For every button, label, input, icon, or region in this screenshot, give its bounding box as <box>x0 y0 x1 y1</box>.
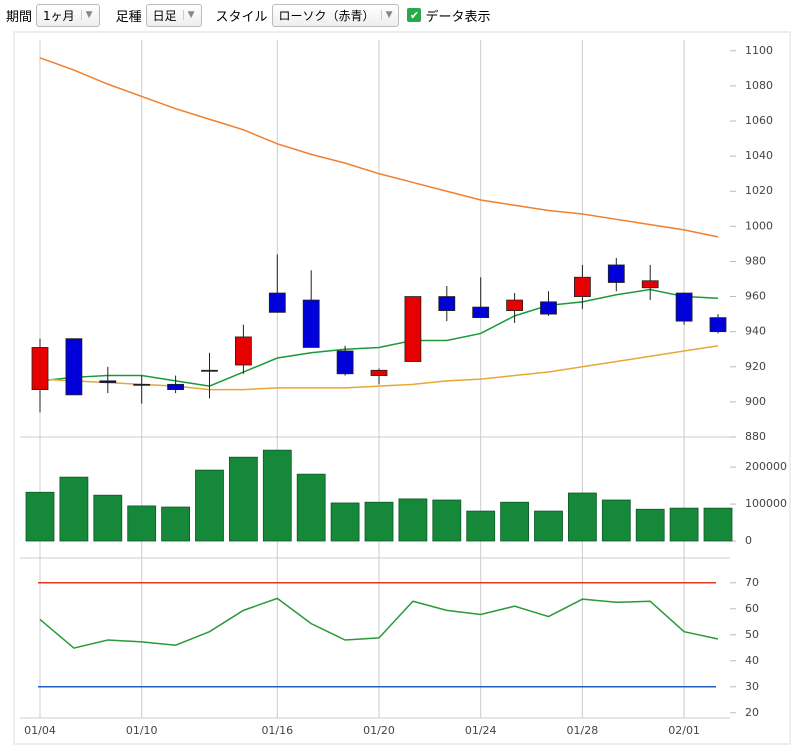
candle-body <box>709 317 727 333</box>
candle-body <box>99 380 117 383</box>
volume-bar <box>195 469 224 542</box>
candle-body <box>540 301 557 315</box>
candle-body <box>201 369 218 372</box>
y-tick-label: 920 <box>745 360 766 373</box>
candle-body <box>438 296 456 311</box>
moving-average <box>39 288 719 387</box>
style-value: ローソク（赤青） <box>278 8 375 23</box>
y-tick-label: 60 <box>745 602 759 615</box>
volume-bar <box>568 492 597 542</box>
candle-body <box>370 369 388 376</box>
style-select[interactable]: ローソク（赤青） ▼ <box>271 3 400 27</box>
period-value: 1ヶ月 <box>43 8 75 23</box>
y-tick-label: 50 <box>745 628 759 641</box>
volume-bar <box>296 473 326 542</box>
volume-bar <box>93 494 123 542</box>
dropdown-arrow: ▼ <box>182 10 195 20</box>
candle-body <box>336 350 354 375</box>
x-tick-label: 01/16 <box>261 724 293 737</box>
y-tick-label: 30 <box>745 680 759 693</box>
kind-select[interactable]: 日足 ▼ <box>145 3 202 27</box>
rsi-line <box>39 597 719 649</box>
candle-body <box>641 280 659 289</box>
volume-bar <box>59 476 89 542</box>
candle-body <box>167 383 185 391</box>
y-tick-label: 20 <box>745 706 759 719</box>
y-tick-label: 900 <box>745 395 766 408</box>
x-tick-label: 02/01 <box>668 724 700 737</box>
candle-body <box>574 276 591 297</box>
volume-bar <box>330 502 360 542</box>
x-tick-label: 01/20 <box>363 724 395 737</box>
y-tick-label: 1080 <box>745 79 773 92</box>
show-data-label: データ表示 <box>425 9 491 25</box>
candle-body <box>404 296 422 362</box>
period-select[interactable]: 1ヶ月 ▼ <box>36 3 100 27</box>
checkbox[interactable]: ✔ <box>407 8 422 22</box>
kind-value: 日足 <box>152 8 177 23</box>
volume-bar <box>534 510 563 542</box>
dropdown-arrow: ▼ <box>80 10 93 20</box>
volume-bar <box>703 507 733 542</box>
volume-bar <box>398 498 428 542</box>
volume-bar <box>635 508 665 542</box>
candle-body <box>607 264 625 283</box>
y-tick-label: 960 <box>745 290 766 303</box>
y-tick-label: 40 <box>745 654 759 667</box>
volume-bar <box>262 449 292 542</box>
dropdown-arrow: ▼ <box>380 10 392 20</box>
volume-bar <box>228 456 258 542</box>
volume-bar <box>127 505 157 542</box>
y-tick-label: 880 <box>745 430 766 443</box>
toolbar: 期間 1ヶ月 ▼ 足種 日足 ▼ スタイル ローソク（赤青） ▼ ✔ データ表示 <box>0 0 800 30</box>
volume-bar <box>25 491 55 542</box>
y-tick-label: 980 <box>745 254 766 267</box>
candle-body <box>31 347 49 391</box>
candle-body <box>506 299 524 312</box>
x-tick-label: 01/04 <box>24 724 56 737</box>
y-tick-label: 1100 <box>745 44 773 57</box>
candle-body <box>234 336 252 366</box>
x-tick-label: 01/28 <box>567 724 599 737</box>
y-tick-label: 940 <box>745 325 766 338</box>
y-tick-label: 0 <box>745 534 752 547</box>
y-tick-label: 1020 <box>745 184 773 197</box>
candle-body <box>133 383 151 386</box>
y-tick-label: 1040 <box>745 149 773 162</box>
volume-bar <box>432 499 462 542</box>
candle-body <box>268 292 286 313</box>
volume-bar <box>364 501 394 542</box>
y-tick-label: 200000 <box>745 460 787 473</box>
volume-bar <box>466 510 496 542</box>
period-label: 期間 <box>6 9 33 25</box>
volume-bar <box>500 501 530 542</box>
moving-average <box>39 344 719 391</box>
y-tick-label: 70 <box>745 576 759 589</box>
volume-bar <box>601 499 631 542</box>
x-tick-label: 01/24 <box>465 724 497 737</box>
kind-label: 足種 <box>115 9 142 25</box>
y-tick-label: 1000 <box>745 219 773 232</box>
volume-bar <box>161 506 191 542</box>
x-tick-label: 01/10 <box>126 724 158 737</box>
y-tick-label: 1060 <box>745 114 773 127</box>
candle-body <box>472 306 490 319</box>
frame <box>13 31 791 745</box>
candle-body <box>302 299 320 348</box>
volume-bar <box>669 507 699 542</box>
candle-body <box>65 338 83 396</box>
y-tick-label: 100000 <box>745 497 787 510</box>
candle-body <box>675 292 693 322</box>
style-label: スタイル <box>215 9 268 25</box>
moving-average <box>39 57 719 238</box>
